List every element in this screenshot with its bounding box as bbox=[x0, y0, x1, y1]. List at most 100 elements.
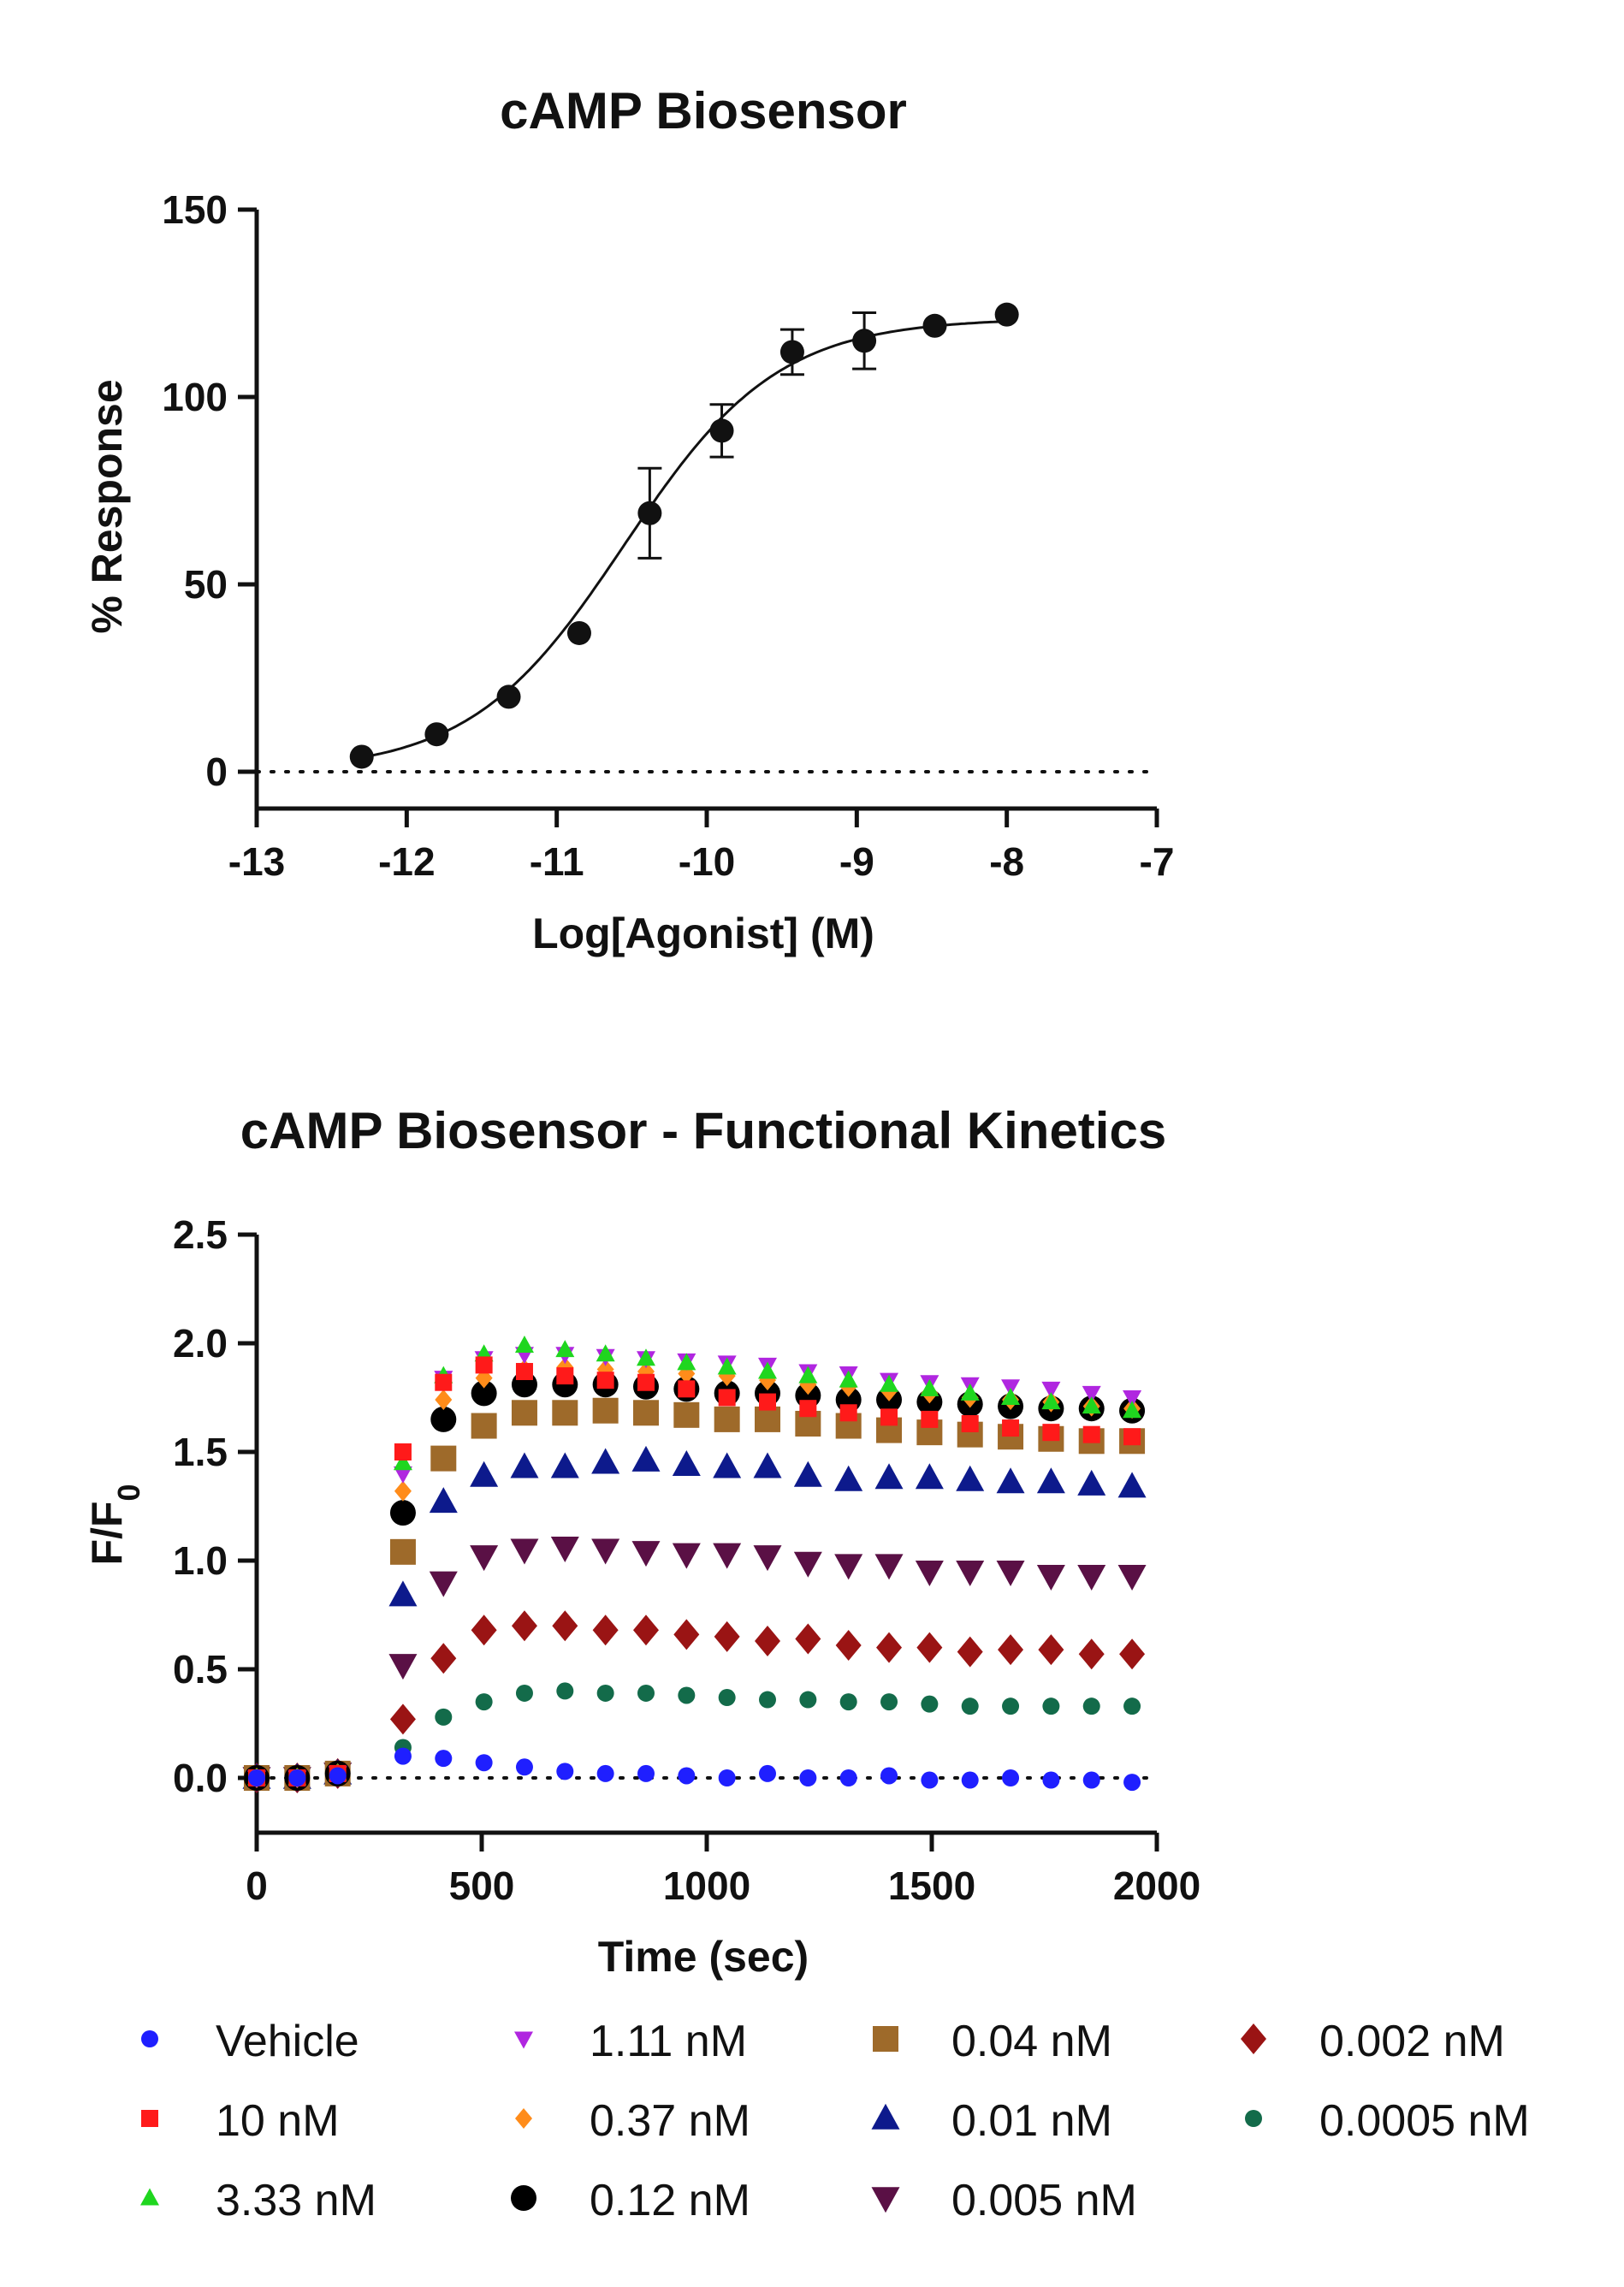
chart2-data-point bbox=[1082, 1385, 1101, 1403]
legend-label: 0.04 nM bbox=[951, 2017, 1112, 2066]
chart1-tick-labels: -13 -12 -11 -10 -9 -8 -7 0 50 100 150 bbox=[162, 187, 1174, 884]
chart2-data-point bbox=[1082, 1396, 1101, 1414]
chart2-data-point bbox=[1036, 1467, 1065, 1494]
chart2-data-point bbox=[916, 1632, 943, 1663]
chart1-y-tick-label: 100 bbox=[162, 375, 228, 419]
chart2-data-point bbox=[799, 1769, 817, 1786]
chart2-tick-labels: 0 500 1000 1500 2000 0.0 0.5 1.0 1.5 2.0 2.5 bbox=[173, 1212, 1200, 1908]
chart2-data-point bbox=[759, 1764, 777, 1782]
chart2-data-point bbox=[793, 1460, 822, 1487]
legend-label: 0.12 nM bbox=[590, 2176, 750, 2225]
chart2-y-axis-label: F/F0 bbox=[83, 1484, 146, 1565]
chart2-data-point bbox=[956, 1560, 985, 1586]
chart2-data-point bbox=[1077, 1565, 1106, 1591]
chart1-x-axis-label: Log[Agonist] (M) bbox=[532, 909, 874, 957]
chart2-data-point bbox=[1082, 1425, 1100, 1443]
chart2-data-point bbox=[430, 1445, 457, 1472]
chart2-data-point bbox=[556, 1367, 574, 1385]
chart2-data-point bbox=[921, 1695, 939, 1713]
chart2-data-point bbox=[1041, 1392, 1061, 1410]
chart2-data-point bbox=[429, 1571, 458, 1597]
chart2-data-point bbox=[839, 1370, 858, 1388]
chart2-data-point bbox=[956, 1465, 985, 1491]
chart2-data-point bbox=[1119, 1638, 1146, 1670]
legend-item: 0.01 nM bbox=[871, 2096, 1112, 2146]
chart1-x-tick-label: -8 bbox=[989, 839, 1024, 884]
chart2-data-point bbox=[637, 1684, 655, 1702]
chart2-data-point bbox=[514, 1336, 534, 1354]
chart2-data-point bbox=[673, 1401, 700, 1428]
chart2-data-point bbox=[430, 1643, 457, 1674]
legend-item: 3.33 nM bbox=[140, 2176, 376, 2225]
chart2-data-point bbox=[678, 1686, 696, 1704]
chart2-data-point bbox=[672, 1449, 701, 1476]
chart2-data-point bbox=[592, 1615, 619, 1646]
chart2-data-point bbox=[1042, 1424, 1060, 1442]
chart2-data-point bbox=[839, 1693, 857, 1711]
legend-item: 0.37 nM bbox=[515, 2096, 750, 2146]
chart2-data-point bbox=[753, 1545, 782, 1572]
chart1-data-points bbox=[349, 302, 1019, 769]
chart2-legend: Vehicle 10 nM 3.33 nM 1.11 nM 0.37 nM 0.12 nM… bbox=[140, 2017, 1530, 2225]
chart2-x-tick-label: 1000 bbox=[663, 1863, 750, 1908]
chart2-data-point bbox=[799, 1400, 817, 1418]
chart1-data-point bbox=[709, 418, 734, 443]
chart2-data-point bbox=[835, 1630, 862, 1662]
chart2-data-point bbox=[998, 1634, 1024, 1666]
chart1-y-axis-label: % Response bbox=[83, 379, 131, 633]
chart2-data-point bbox=[834, 1554, 863, 1580]
chart2-data-point bbox=[1077, 1469, 1106, 1496]
chart2-data-point bbox=[288, 1769, 306, 1786]
chart2-data-point bbox=[1036, 1565, 1065, 1591]
chart1-axes bbox=[254, 210, 1159, 811]
chart2-data-point bbox=[329, 1767, 347, 1785]
chart2-data-point bbox=[430, 1406, 457, 1432]
chart2-data-point bbox=[839, 1404, 857, 1422]
chart1-data-point bbox=[994, 302, 1019, 327]
legend-marker bbox=[871, 2187, 900, 2213]
legend-item: 0.0005 nM bbox=[1245, 2096, 1530, 2146]
chart2-data-point bbox=[637, 1373, 655, 1391]
chart2-data-point bbox=[1042, 1697, 1060, 1715]
legend-marker bbox=[514, 2031, 533, 2049]
chart2-data-point bbox=[996, 1560, 1025, 1586]
chart2-data-point bbox=[555, 1340, 575, 1358]
chart1-y-tick-label: 50 bbox=[184, 562, 228, 607]
chart2-data-point bbox=[248, 1769, 265, 1786]
chart2-data-point bbox=[758, 1361, 778, 1379]
chart1-fit-line bbox=[361, 320, 1007, 759]
chart2-series-0-04-nm bbox=[244, 1397, 1146, 1791]
legend-item: 1.11 nM bbox=[514, 2017, 747, 2066]
chart2-data-point bbox=[515, 1758, 533, 1776]
chart2-data-point bbox=[435, 1389, 453, 1411]
chart2-data-point bbox=[475, 1356, 493, 1374]
chart2-data-point bbox=[1123, 1390, 1142, 1407]
chart2-data-point bbox=[880, 1408, 898, 1426]
chart1-data-point bbox=[852, 329, 877, 353]
chart2-data-point bbox=[511, 1610, 537, 1642]
chart2-data-point bbox=[389, 1500, 416, 1526]
chart2-data-point bbox=[920, 1378, 939, 1396]
legend-marker bbox=[141, 2110, 158, 2127]
chart2-data-point bbox=[798, 1366, 818, 1383]
chart2-data-point bbox=[799, 1691, 817, 1709]
chart2-data-point bbox=[592, 1397, 619, 1424]
chart2-data-point bbox=[839, 1769, 857, 1786]
chart2-x-tick-label: 1500 bbox=[888, 1863, 975, 1908]
chart2-data-point bbox=[394, 1747, 412, 1765]
chart2-data-point bbox=[470, 1545, 499, 1572]
chart2-series-vehicle bbox=[248, 1747, 1141, 1792]
chart2-data-point bbox=[795, 1623, 821, 1655]
legend-marker bbox=[515, 2108, 532, 2129]
chart2-data-point bbox=[389, 1538, 416, 1565]
chart2-data-point bbox=[471, 1615, 497, 1646]
chart1-title: cAMP Biosensor bbox=[500, 82, 907, 139]
chart1-data-point bbox=[424, 722, 449, 747]
chart2-data-point bbox=[510, 1538, 539, 1565]
dose-response-chart: cAMP Biosensor -13 -12 -11 -10 -9 -8 -7 0 50 100 1… bbox=[83, 82, 1174, 957]
chart2-data-point bbox=[1082, 1771, 1100, 1789]
chart2-data-point bbox=[556, 1763, 574, 1780]
chart2-data-point bbox=[876, 1632, 903, 1663]
chart2-data-point bbox=[1117, 1565, 1147, 1591]
